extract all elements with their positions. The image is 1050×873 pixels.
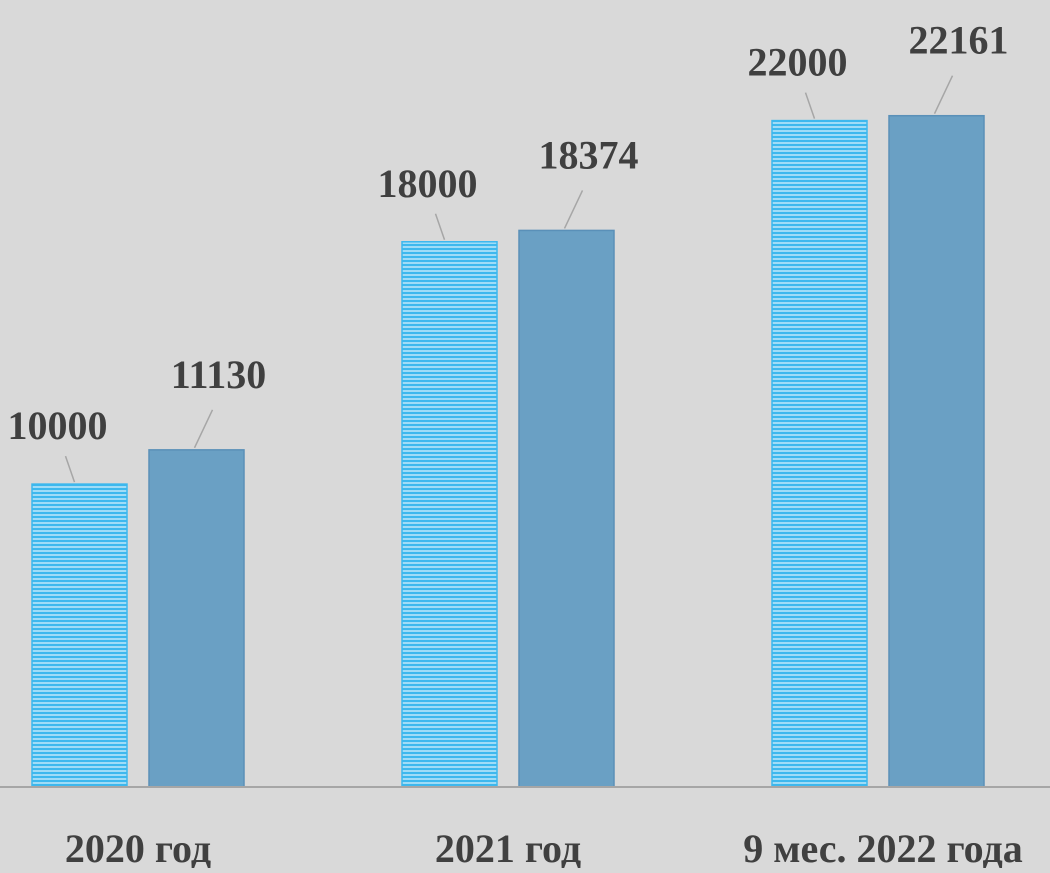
data-label-series1-1: 18000 [378, 161, 478, 206]
data-label-series1-2: 22000 [748, 40, 848, 85]
leader-line-series2-1 [563, 190, 584, 229]
bar-series2-2 [888, 114, 985, 788]
leader-line-series2-2 [933, 75, 954, 115]
category-label-2: 9 мес. 2022 года [743, 826, 1023, 868]
leader-line-series1-2 [804, 92, 816, 119]
bar-series2-1 [518, 229, 615, 788]
data-label-series2-1: 18374 [539, 132, 639, 177]
bar-series1-2 [771, 119, 868, 788]
data-label-series2-0: 11130 [171, 352, 267, 397]
bar-series2-0 [148, 449, 245, 788]
data-label-series1-0: 10000 [8, 403, 108, 448]
leader-line-series2-0 [193, 409, 214, 449]
data-label-series2-2: 22161 [909, 18, 1009, 63]
bar-series1-0 [31, 483, 128, 788]
category-label-0: 2020 год [65, 826, 211, 868]
leader-line-series1-1 [434, 213, 446, 240]
leader-line-series1-0 [64, 455, 76, 483]
category-label-1: 2021 год [435, 826, 581, 868]
bar-series1-1 [401, 241, 498, 788]
